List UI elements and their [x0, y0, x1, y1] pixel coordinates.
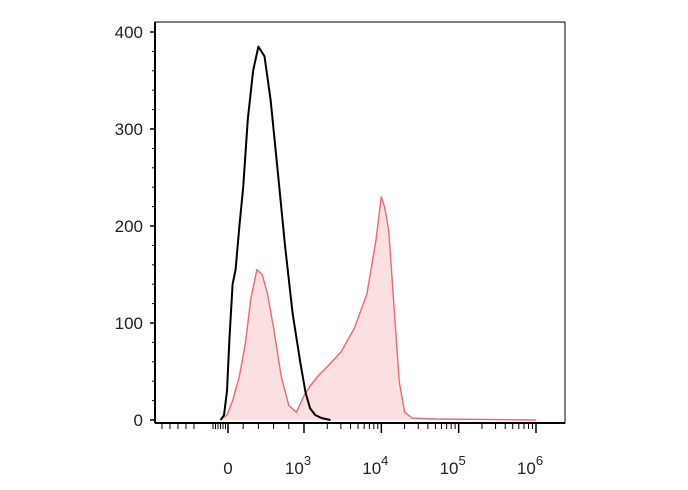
series-1-area — [220, 196, 536, 420]
x-tick-label-2: 104 — [362, 453, 388, 478]
y-tick-label-0: 0 — [134, 411, 143, 430]
y-tick-label-400: 400 — [115, 23, 143, 42]
y-tick-label-200: 200 — [115, 217, 143, 236]
series-0-line — [219, 45, 331, 421]
series-layer — [219, 45, 537, 421]
series-1-line — [220, 196, 537, 421]
x-tick-label-4: 106 — [517, 453, 543, 478]
y-tick-label-300: 300 — [115, 120, 143, 139]
x-tick-label-1: 103 — [285, 453, 311, 478]
x-tick-label-0: 0 — [223, 459, 232, 478]
y-tick-label-100: 100 — [115, 314, 143, 333]
x-tick-label-3: 105 — [440, 453, 466, 478]
axis-layer: 0 100 200 300 400 0 103 104 105 106 — [115, 22, 565, 478]
